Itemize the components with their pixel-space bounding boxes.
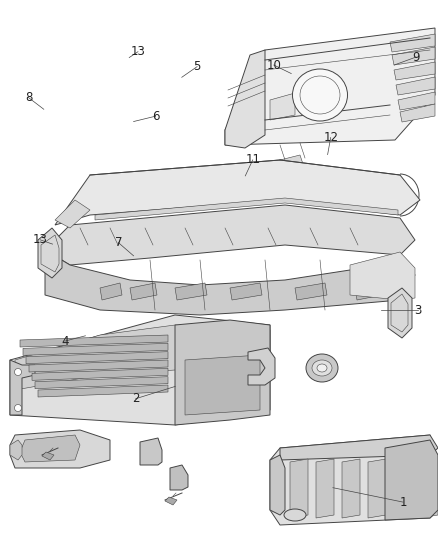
Polygon shape [10,315,270,425]
Polygon shape [295,283,327,300]
Text: 6: 6 [152,110,159,123]
Polygon shape [394,459,412,518]
Polygon shape [100,283,122,300]
Polygon shape [230,283,262,300]
Polygon shape [26,352,168,364]
Polygon shape [175,320,270,425]
Polygon shape [95,198,398,220]
Polygon shape [23,343,168,356]
Polygon shape [45,205,415,265]
Text: 1: 1 [399,496,407,508]
Text: 5: 5 [194,60,201,73]
Text: 11: 11 [245,154,260,166]
Text: 3: 3 [415,304,422,317]
Polygon shape [35,377,168,389]
Polygon shape [175,283,207,300]
Polygon shape [140,438,162,465]
Polygon shape [55,200,90,228]
Polygon shape [32,368,168,381]
Polygon shape [280,155,305,175]
Text: 12: 12 [323,131,338,144]
Ellipse shape [293,69,347,121]
Polygon shape [350,252,415,300]
Polygon shape [15,325,270,390]
Polygon shape [280,435,438,460]
Polygon shape [38,228,62,278]
Text: 2: 2 [132,392,140,405]
Polygon shape [165,497,177,505]
Polygon shape [185,355,260,415]
Text: 7: 7 [114,236,122,249]
Polygon shape [29,360,168,372]
Ellipse shape [14,368,21,376]
Polygon shape [130,283,157,300]
Polygon shape [170,465,188,490]
Polygon shape [10,360,35,415]
Polygon shape [270,455,285,515]
Ellipse shape [284,509,306,521]
Text: 8: 8 [25,91,32,104]
Ellipse shape [312,360,332,376]
Polygon shape [38,385,168,397]
Polygon shape [270,435,438,525]
Text: 13: 13 [33,233,48,246]
Polygon shape [400,104,435,122]
Ellipse shape [317,364,327,372]
Polygon shape [316,459,334,518]
Polygon shape [392,47,435,65]
Polygon shape [45,250,415,315]
Text: 9: 9 [412,51,420,63]
Polygon shape [248,348,275,385]
Polygon shape [20,435,80,462]
Polygon shape [10,430,110,468]
Polygon shape [368,459,386,518]
Polygon shape [420,459,438,518]
Polygon shape [388,288,412,338]
Ellipse shape [14,405,21,411]
Polygon shape [20,335,168,347]
Text: 13: 13 [131,45,145,58]
Ellipse shape [306,354,338,382]
Text: 10: 10 [266,59,281,71]
Polygon shape [355,283,382,300]
Polygon shape [385,440,438,520]
Text: 4: 4 [61,335,69,348]
Polygon shape [225,28,435,145]
Polygon shape [290,459,308,518]
Polygon shape [394,62,435,80]
Polygon shape [42,452,54,460]
Polygon shape [55,160,420,225]
Polygon shape [342,459,360,518]
Polygon shape [398,92,435,110]
Polygon shape [270,93,295,120]
Polygon shape [10,440,22,460]
Polygon shape [225,50,265,148]
Polygon shape [396,77,435,95]
Polygon shape [390,34,435,52]
